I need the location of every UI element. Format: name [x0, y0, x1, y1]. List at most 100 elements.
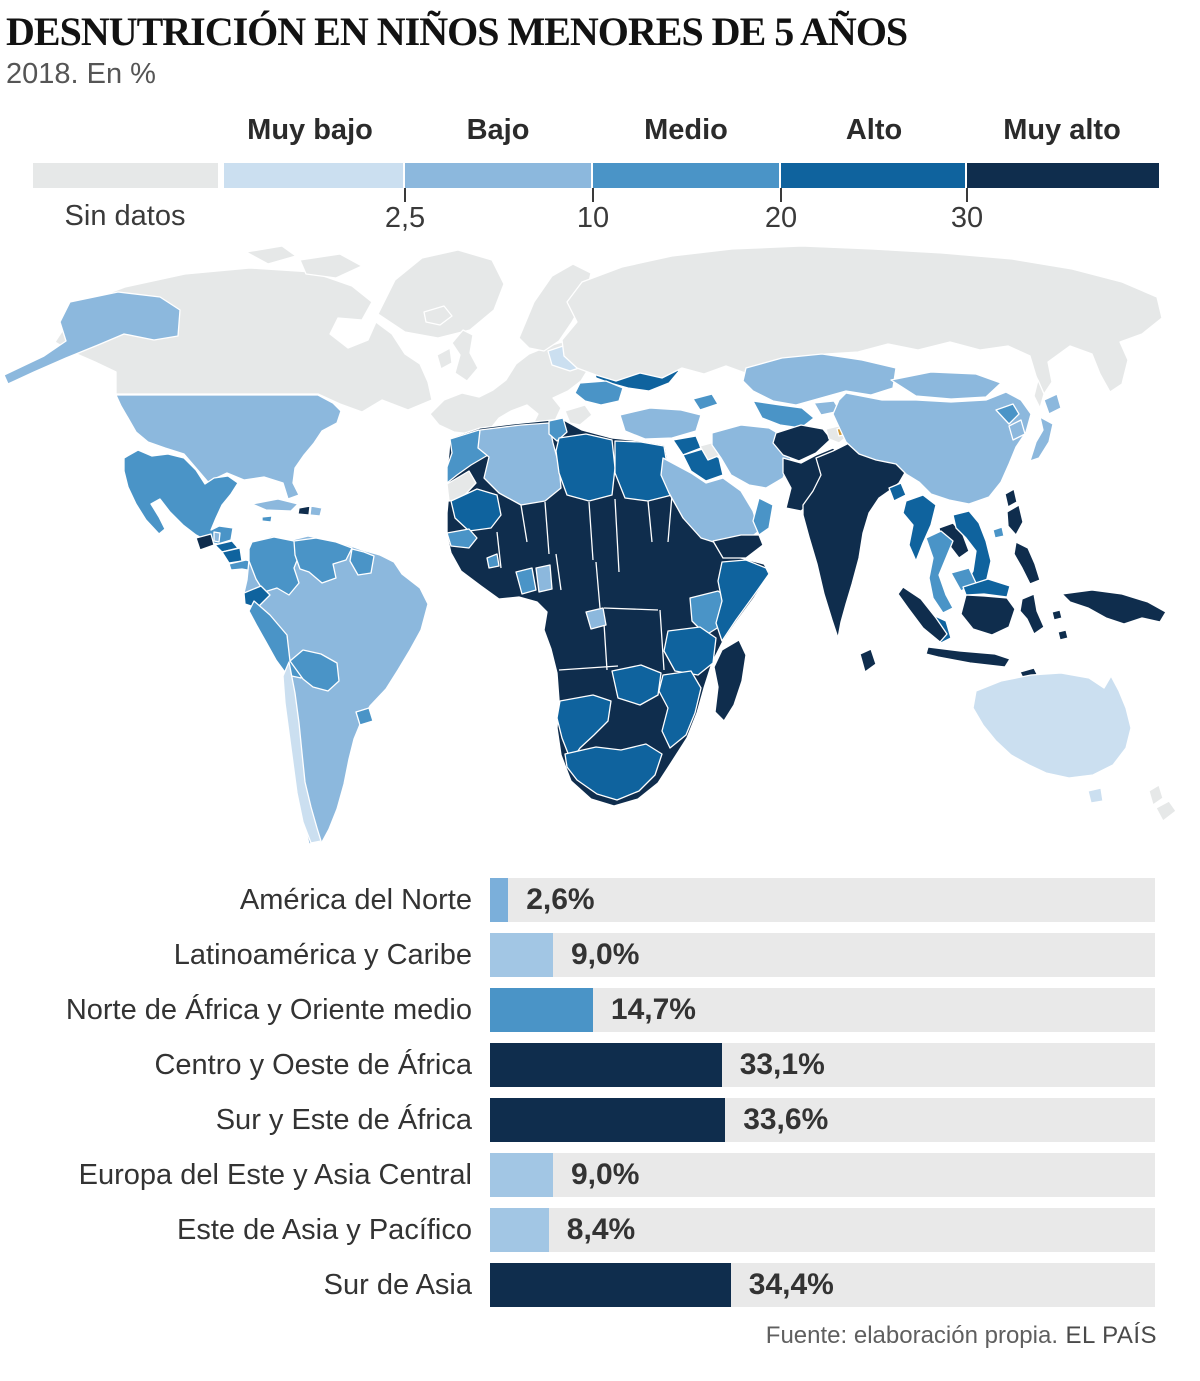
- region-romania-balkans: [574, 380, 624, 406]
- country-venezuela: [293, 537, 353, 584]
- chart-row-value: 33,6%: [743, 1103, 829, 1136]
- country-cuba: [251, 498, 299, 512]
- country-ivory-coast: [515, 567, 537, 595]
- chart-row: Europa del Este y Asia Central 9,0%: [0, 1153, 1200, 1197]
- chart-row: Sur y Este de África 33,6%: [0, 1098, 1200, 1142]
- chart-row: Norte de África y Oriente medio 14,7%: [0, 988, 1200, 1032]
- chart-row-bar: [490, 1263, 731, 1307]
- africa-internal-borders: [496, 494, 673, 671]
- brand-logo: EL PAÍS: [1065, 1322, 1157, 1349]
- chart-row-track: 33,1%: [490, 1043, 1155, 1087]
- chart-row-bar: [490, 878, 509, 922]
- legend-label-medio: Medio: [644, 114, 728, 146]
- legend-label-muy-bajo: Muy bajo: [247, 114, 373, 146]
- region-new-guinea: [1061, 589, 1167, 625]
- country-iceland: [423, 305, 453, 326]
- country-russia: [561, 245, 1163, 395]
- country-yemen: [712, 534, 764, 559]
- country-sakhalin: [1033, 379, 1045, 409]
- chart-row-bar: [490, 1098, 726, 1142]
- chart-row-track: 14,7%: [490, 988, 1155, 1032]
- country-japan: [1029, 393, 1062, 462]
- chart-row-bar: [490, 1043, 722, 1087]
- country-tunisia: [548, 417, 568, 442]
- country-kazakhstan: [742, 353, 897, 406]
- country-peru: [248, 600, 305, 679]
- chart-row: Este de Asia y Pacífico 8,4%: [0, 1208, 1200, 1252]
- legend-label-muy-alto: Muy alto: [1003, 114, 1121, 146]
- legend-tick: [592, 188, 594, 202]
- legend-swatch-sin-datos: [33, 163, 218, 188]
- country-dominican-republic: [309, 505, 323, 517]
- chart-row-value: 34,4%: [748, 1268, 834, 1301]
- country-north-korea: [995, 403, 1020, 425]
- chart-row: América del Norte 2,6%: [0, 878, 1200, 922]
- country-south-africa: [564, 743, 663, 801]
- country-mongolia: [890, 371, 1002, 400]
- country-ireland: [436, 347, 453, 370]
- region-moluccas: [1051, 609, 1069, 641]
- country-uk: [451, 329, 479, 382]
- legend-no-data-label: Sin datos: [64, 200, 186, 232]
- chart-row-bar: [490, 988, 593, 1032]
- country-alaska: [3, 291, 181, 385]
- country-libya: [555, 433, 616, 502]
- legend-tick: [780, 188, 782, 202]
- chart-row: Centro y Oeste de África 33,1%: [0, 1043, 1200, 1087]
- chart-row-bar: [490, 1208, 549, 1252]
- chart-row-track: 8,4%: [490, 1208, 1155, 1252]
- legend-swatch-alto: [781, 163, 965, 188]
- country-sierra-leone: [486, 553, 500, 569]
- country-belize: [213, 531, 221, 543]
- country-guyanas: [349, 548, 375, 576]
- legend-tick-label: 2,5: [384, 202, 426, 234]
- chart-row-track: 33,6%: [490, 1098, 1155, 1142]
- chart-row-track: 9,0%: [490, 933, 1155, 977]
- chart-row: Sur de Asia 34,4%: [0, 1263, 1200, 1307]
- region-sulawesi: [1019, 593, 1045, 635]
- chart-row-value: 33,1%: [739, 1048, 825, 1081]
- country-haiti: [297, 505, 311, 516]
- source-note: Fuente: elaboración propia.: [765, 1322, 1058, 1349]
- country-usa: [115, 394, 342, 500]
- country-south-korea: [1008, 419, 1026, 441]
- legend-label-alto: Alto: [845, 114, 903, 146]
- country-bangladesh: [888, 482, 907, 502]
- country-uruguay: [355, 707, 374, 726]
- chart-row-value: 14,7%: [610, 993, 696, 1026]
- chart-row-bar: [490, 933, 553, 977]
- legend-swatch-muy-bajo: [224, 163, 403, 188]
- region-borneo-indonesia: [960, 594, 1016, 636]
- country-namibia: [556, 694, 612, 762]
- country-western-sahara: [446, 470, 477, 502]
- country-china: [832, 391, 1032, 505]
- country-thailand: [925, 530, 954, 614]
- country-madagascar: [713, 639, 747, 722]
- country-arctic-islands: [299, 253, 363, 279]
- region-java: [925, 646, 1011, 668]
- region-western-europe: [429, 341, 590, 436]
- region-sumatra: [897, 586, 948, 643]
- country-senegal: [446, 528, 478, 549]
- legend-tick: [404, 188, 406, 202]
- country-myanmar: [902, 494, 937, 562]
- country-ghana: [535, 564, 553, 593]
- chart-row-track: 34,4%: [490, 1263, 1155, 1307]
- chart-row: Latinoamérica y Caribe 9,0%: [0, 933, 1200, 977]
- chart-row-label: Latinoamérica y Caribe: [173, 939, 472, 971]
- chart-row-label: Europa del Este y Asia Central: [78, 1159, 472, 1191]
- country-somalia: [715, 559, 770, 642]
- legend-swatch-muy-alto: [967, 163, 1159, 188]
- legend-swatch-bajo: [405, 163, 591, 188]
- legend-swatch-medio: [593, 163, 779, 188]
- country-mexico: [123, 449, 239, 545]
- chart-row-track: 9,0%: [490, 1153, 1155, 1197]
- country-greenland: [377, 249, 505, 339]
- country-hainan: [992, 526, 1005, 539]
- country-philippines: [1006, 504, 1041, 585]
- country-gabon: [585, 607, 607, 630]
- chart-row-label: Norte de África y Oriente medio: [65, 994, 472, 1026]
- legend-label-bajo: Bajo: [466, 114, 530, 146]
- country-chile: [282, 661, 322, 844]
- chart-row-label: América del Norte: [239, 884, 472, 916]
